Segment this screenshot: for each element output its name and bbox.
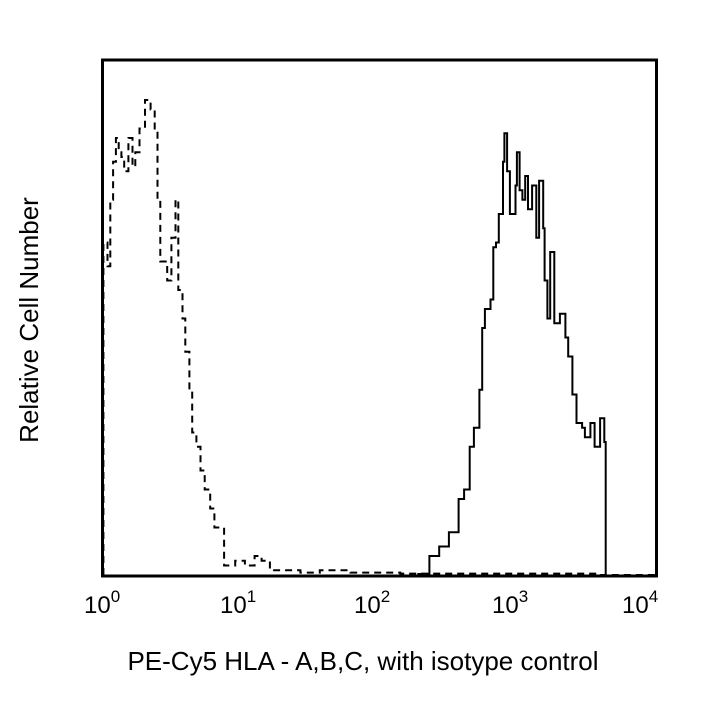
x-tick-label-2: 102 <box>354 587 390 619</box>
x-tick-label-1: 101 <box>220 587 256 619</box>
hla-abc-histogram <box>417 132 607 575</box>
isotype-control-histogram <box>102 99 657 576</box>
x-tick-label-3: 103 <box>492 587 528 619</box>
x-axis-title: PE-Cy5 HLA - A,B,C, with isotype control <box>127 646 598 676</box>
x-tick-label-4: 104 <box>622 587 658 619</box>
y-axis-title: Relative Cell Number <box>14 197 44 443</box>
x-tick-labels: 100 101 102 103 104 <box>84 587 658 619</box>
x-tick-label-0: 100 <box>84 587 120 619</box>
